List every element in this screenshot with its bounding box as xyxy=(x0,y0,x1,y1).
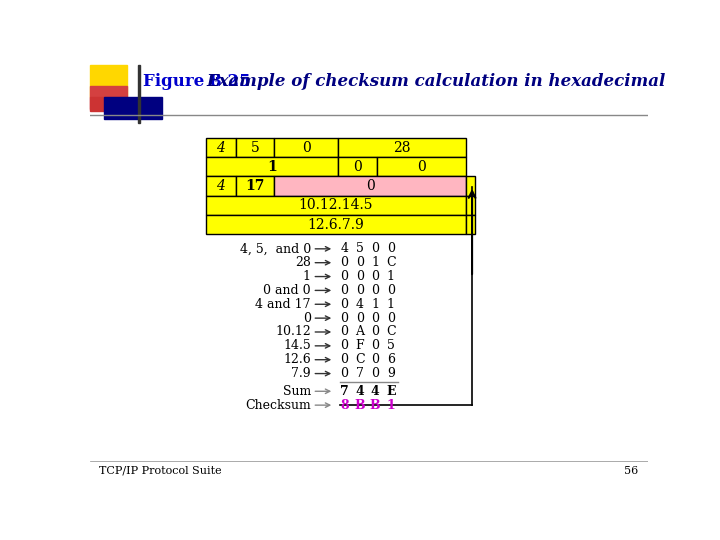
Text: 1: 1 xyxy=(372,298,379,311)
Text: C: C xyxy=(386,326,395,339)
Text: 4: 4 xyxy=(356,298,364,311)
Text: 4 and 17: 4 and 17 xyxy=(256,298,311,311)
Bar xyxy=(206,195,466,215)
Text: 10.12.14.5: 10.12.14.5 xyxy=(299,198,373,212)
Text: 0: 0 xyxy=(356,270,364,283)
Text: 0: 0 xyxy=(341,339,348,353)
Text: B: B xyxy=(370,399,380,411)
Text: 0: 0 xyxy=(372,339,379,353)
Text: E: E xyxy=(386,385,395,398)
Text: 0: 0 xyxy=(387,242,395,255)
Text: 1: 1 xyxy=(387,270,395,283)
Bar xyxy=(377,157,466,177)
Text: 56: 56 xyxy=(624,465,639,476)
Bar xyxy=(466,195,475,215)
Bar xyxy=(206,138,235,157)
Text: Sum: Sum xyxy=(283,385,311,398)
Bar xyxy=(90,65,127,97)
Text: 0: 0 xyxy=(341,353,348,366)
Bar xyxy=(338,157,377,177)
Text: 0: 0 xyxy=(341,367,348,380)
Text: 0: 0 xyxy=(372,353,379,366)
Text: 17: 17 xyxy=(246,179,265,193)
Bar xyxy=(466,215,475,234)
Text: 0: 0 xyxy=(356,284,364,297)
Text: 14.5: 14.5 xyxy=(283,339,311,353)
Text: 7.9: 7.9 xyxy=(292,367,311,380)
Text: 4: 4 xyxy=(217,140,225,154)
Text: 10.12: 10.12 xyxy=(275,326,311,339)
Bar xyxy=(206,177,235,195)
Text: 0: 0 xyxy=(302,140,310,154)
Text: 1: 1 xyxy=(387,399,395,411)
Text: 12.6: 12.6 xyxy=(283,353,311,366)
Text: TCP/IP Protocol Suite: TCP/IP Protocol Suite xyxy=(99,465,222,476)
Text: A: A xyxy=(355,326,364,339)
Text: 0: 0 xyxy=(356,256,364,269)
Bar xyxy=(274,177,466,195)
Text: 0: 0 xyxy=(366,179,374,193)
Text: Checksum: Checksum xyxy=(245,399,311,411)
Text: B: B xyxy=(354,399,365,411)
Text: 0: 0 xyxy=(372,367,379,380)
Text: 0: 0 xyxy=(417,160,426,174)
Bar xyxy=(235,177,274,195)
Text: 0: 0 xyxy=(353,160,361,174)
Text: 0: 0 xyxy=(341,256,348,269)
Text: 0: 0 xyxy=(341,312,348,325)
Text: 4: 4 xyxy=(217,179,225,193)
Text: 1: 1 xyxy=(372,256,379,269)
Bar xyxy=(274,138,338,157)
Bar xyxy=(104,97,162,119)
Text: 9: 9 xyxy=(387,367,395,380)
Text: 0 and 0: 0 and 0 xyxy=(264,284,311,297)
Text: 5: 5 xyxy=(251,140,259,154)
Text: 12.6.7.9: 12.6.7.9 xyxy=(307,218,364,232)
Text: 5: 5 xyxy=(387,339,395,353)
Text: 28: 28 xyxy=(295,256,311,269)
Text: 5: 5 xyxy=(356,242,364,255)
Text: 1: 1 xyxy=(267,160,277,174)
Text: 0: 0 xyxy=(372,284,379,297)
Text: 28: 28 xyxy=(393,140,410,154)
Text: 0: 0 xyxy=(387,312,395,325)
Text: 0: 0 xyxy=(341,326,348,339)
Text: 0: 0 xyxy=(372,242,379,255)
Bar xyxy=(466,177,475,195)
Text: 0: 0 xyxy=(341,270,348,283)
Text: 1: 1 xyxy=(387,298,395,311)
Text: C: C xyxy=(355,353,364,366)
Bar xyxy=(338,138,466,157)
Text: 0: 0 xyxy=(341,298,348,311)
Bar xyxy=(138,65,140,123)
Text: 0: 0 xyxy=(372,270,379,283)
Text: 4: 4 xyxy=(341,242,348,255)
Bar xyxy=(206,157,338,177)
Bar xyxy=(90,86,127,110)
Bar xyxy=(206,215,466,234)
Text: F: F xyxy=(356,339,364,353)
Text: 0: 0 xyxy=(341,284,348,297)
Bar xyxy=(235,138,274,157)
Text: 0: 0 xyxy=(372,326,379,339)
Text: 0: 0 xyxy=(303,312,311,325)
Text: 0: 0 xyxy=(372,312,379,325)
Text: 6: 6 xyxy=(387,353,395,366)
Text: 4: 4 xyxy=(356,385,364,398)
Text: 7: 7 xyxy=(356,367,364,380)
Text: C: C xyxy=(386,256,395,269)
Text: 1: 1 xyxy=(303,270,311,283)
Text: 8: 8 xyxy=(340,399,348,411)
Text: Example of checksum calculation in hexadecimal: Example of checksum calculation in hexad… xyxy=(206,73,665,90)
Text: 0: 0 xyxy=(387,284,395,297)
Text: 4: 4 xyxy=(371,385,379,398)
Bar xyxy=(90,97,127,111)
Text: 0: 0 xyxy=(356,312,364,325)
Text: 4, 5,  and 0: 4, 5, and 0 xyxy=(240,242,311,255)
Text: Figure 8.25: Figure 8.25 xyxy=(143,73,251,90)
Text: 7: 7 xyxy=(340,385,348,398)
